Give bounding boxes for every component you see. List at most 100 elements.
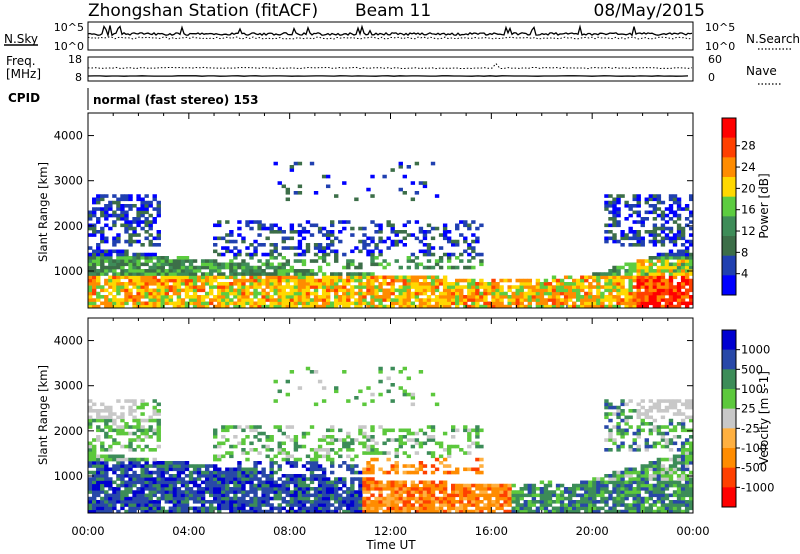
power-cell	[309, 259, 315, 263]
velocity-cell	[313, 506, 319, 511]
power-cell	[160, 265, 165, 270]
velocity-cell	[519, 490, 524, 494]
velocity-cell	[402, 435, 407, 439]
power-cell	[124, 301, 129, 306]
power-cell	[644, 197, 649, 202]
velocity-cell	[217, 441, 222, 446]
power-cell	[100, 301, 105, 306]
power-cell	[338, 239, 343, 244]
power-cell	[507, 301, 512, 306]
power-cell	[128, 256, 133, 260]
power-cell	[410, 275, 416, 280]
power-cell	[237, 249, 242, 254]
power-cell	[378, 236, 383, 241]
power-cell	[483, 304, 488, 309]
power-cell	[325, 295, 331, 299]
power-cell	[96, 291, 101, 296]
power-cell	[676, 295, 682, 299]
power-cell	[124, 210, 129, 215]
power-cell	[213, 285, 218, 289]
velocity-cell	[680, 483, 686, 488]
velocity-cell	[604, 496, 609, 501]
power-cell	[144, 291, 149, 296]
velocity-cell	[192, 477, 198, 481]
power-cell	[144, 304, 149, 309]
velocity-cell	[293, 480, 299, 485]
velocity-cell	[406, 464, 412, 468]
power-cell	[225, 239, 230, 244]
power-cell	[374, 295, 379, 299]
velocity-cell	[245, 500, 250, 504]
velocity-cell	[297, 509, 303, 514]
velocity-cell	[442, 483, 448, 488]
power-cell	[136, 197, 141, 202]
power-cell	[652, 239, 658, 244]
velocity-cell	[563, 503, 569, 507]
velocity-cell	[672, 399, 678, 403]
velocity-cell	[132, 438, 137, 442]
power-cell	[422, 230, 428, 234]
power-cell	[108, 259, 113, 263]
power-cell	[616, 197, 621, 202]
velocity-cell	[390, 493, 395, 498]
velocity-cell	[293, 493, 299, 498]
power-cell	[455, 278, 460, 283]
power-cell	[92, 259, 97, 263]
velocity-cell	[92, 402, 97, 407]
power-cell	[192, 291, 198, 296]
power-cell	[406, 282, 412, 286]
velocity-cell	[100, 474, 105, 478]
power-cell	[104, 210, 109, 215]
power-cell	[358, 262, 363, 267]
power-cell	[680, 226, 686, 231]
power-cell	[342, 226, 347, 231]
power-cell	[652, 269, 658, 273]
power-cell	[354, 291, 359, 296]
power-cell	[156, 210, 161, 215]
velocity-cell	[644, 438, 649, 442]
velocity-cell	[136, 503, 141, 507]
velocity-cell	[584, 496, 589, 501]
power-cell	[152, 243, 157, 247]
velocity-cell	[309, 467, 315, 472]
velocity-cell	[104, 480, 109, 485]
power-cell	[289, 230, 295, 234]
velocity-cell	[261, 490, 266, 494]
velocity-cell	[652, 470, 658, 475]
power-cell	[209, 275, 214, 280]
power-cell	[612, 207, 617, 211]
velocity-cell	[418, 493, 424, 498]
power-cell	[507, 304, 512, 309]
power-cell	[116, 252, 121, 257]
velocity-cell	[451, 444, 456, 449]
power-cell	[680, 285, 686, 289]
velocity-cell	[648, 405, 654, 410]
velocity-cell	[200, 496, 206, 501]
power-cell	[362, 275, 367, 280]
power-cell	[257, 226, 262, 231]
power-cell	[148, 256, 153, 260]
power-cell	[120, 252, 125, 257]
power-cell	[418, 275, 424, 280]
velocity-cell	[213, 480, 218, 485]
power-cell	[245, 285, 250, 289]
power-cell	[100, 233, 105, 237]
velocity-cell	[116, 415, 121, 420]
power-cell	[382, 282, 387, 286]
time-tick-label: 08:00	[273, 524, 306, 538]
power-cell	[604, 288, 609, 293]
velocity-cell	[422, 506, 428, 511]
power-cell	[164, 275, 170, 280]
power-cell	[245, 246, 250, 250]
velocity-cell	[297, 503, 303, 507]
velocity-cell	[616, 470, 621, 475]
velocity-cell	[394, 464, 399, 468]
velocity-cell	[350, 477, 355, 481]
power-cell	[100, 213, 105, 218]
power-cell	[664, 256, 670, 260]
velocity-cell	[475, 496, 480, 501]
velocity-cell	[217, 500, 222, 504]
power-cell	[680, 236, 686, 241]
power-cell	[628, 275, 633, 280]
velocity-cell	[684, 399, 690, 403]
